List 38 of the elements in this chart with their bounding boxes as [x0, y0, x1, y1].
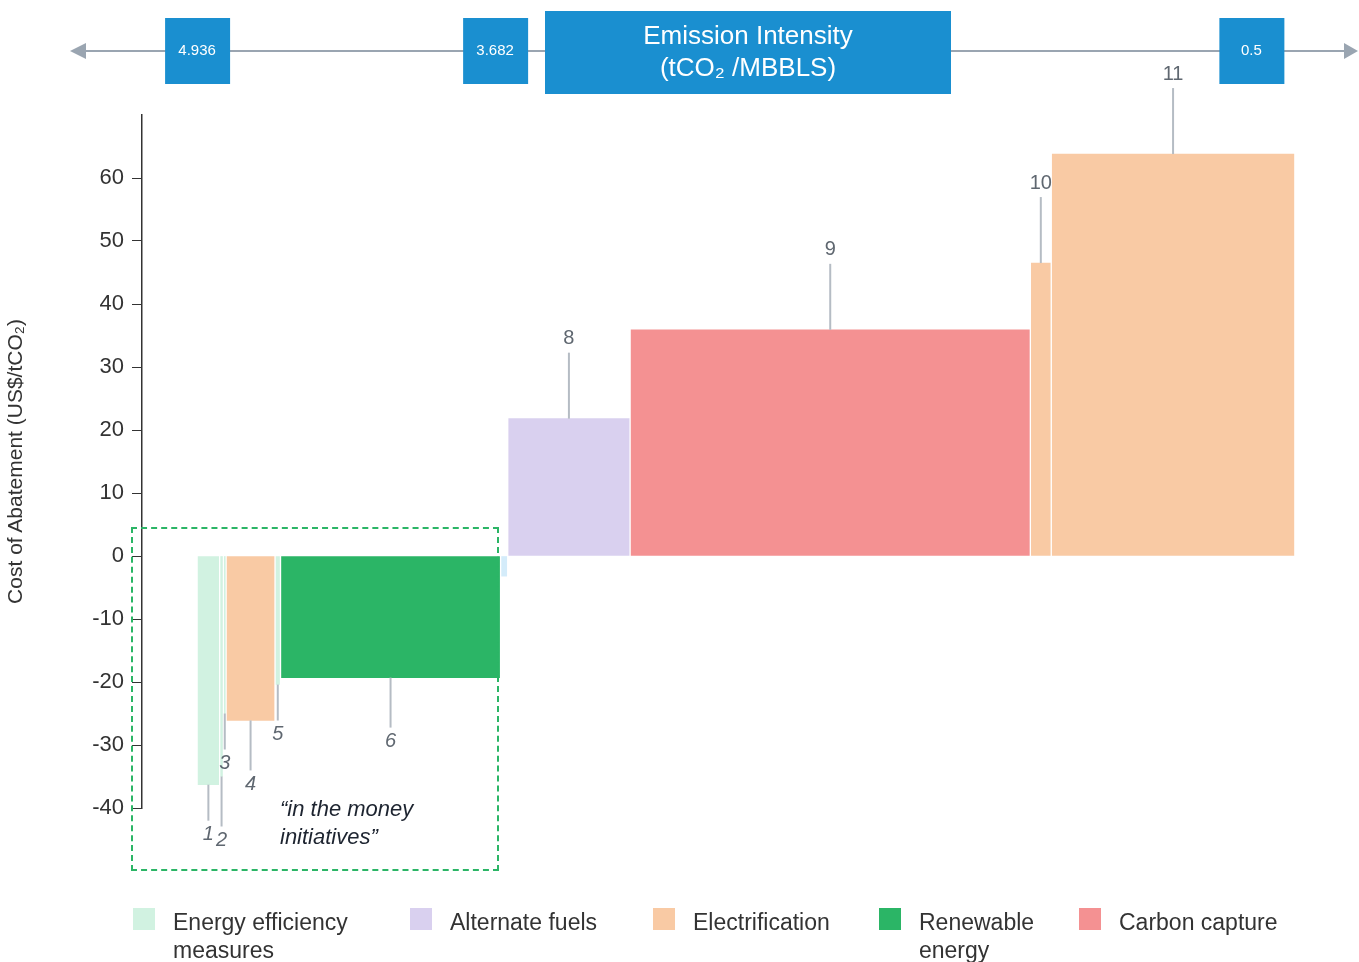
bar [630, 329, 1030, 556]
legend-label: Alternate fuels [450, 908, 598, 936]
annotation: 6 [384, 729, 397, 752]
annotation: 9 [824, 237, 836, 260]
legend-label: Electrification [693, 908, 830, 936]
annotation: 1 [202, 822, 214, 845]
y-tick-label: -20 [92, 668, 124, 694]
y-tick-label: 30 [99, 353, 124, 379]
y-tick-label: 50 [99, 227, 124, 253]
annotation: 3 [219, 751, 231, 774]
bar [501, 556, 508, 577]
x-tick-label: 3.682 [476, 41, 514, 59]
annotation: 5 [272, 722, 285, 745]
annotation: 2 [215, 828, 228, 851]
bar [281, 556, 500, 678]
y-tick-label: 40 [99, 290, 124, 316]
y-tick-label: 60 [99, 164, 124, 190]
x-tick-label: 4.936 [178, 41, 216, 59]
annotation: “in the money initiatives” [280, 795, 415, 851]
y-tick-label: 10 [99, 479, 124, 505]
y-tick-label: -10 [92, 605, 124, 631]
legend-label: Renewable energy [919, 908, 1036, 962]
x-axis-title: Emission Intensity (tCO₂ /MBBLS) [643, 20, 853, 83]
annotation: 8 [563, 326, 575, 349]
x-tick-label: 0.5 [1240, 41, 1262, 59]
bar [275, 556, 280, 685]
legend-label: Carbon capture [1119, 908, 1278, 936]
annotation: 10 [1029, 170, 1052, 193]
bar [226, 556, 275, 721]
y-tick-label: -30 [92, 731, 124, 757]
annotation: 11 [1162, 61, 1184, 84]
bar [508, 418, 630, 556]
annotation: 4 [245, 771, 257, 794]
legend-label: Energy efficiency measures [173, 908, 349, 962]
y-tick-label: -40 [92, 794, 124, 820]
y-axis-title: Cost of Abatement (US$/tCO₂) [3, 319, 27, 604]
y-tick-label: 0 [111, 542, 124, 568]
y-tick-label: 20 [99, 416, 124, 442]
